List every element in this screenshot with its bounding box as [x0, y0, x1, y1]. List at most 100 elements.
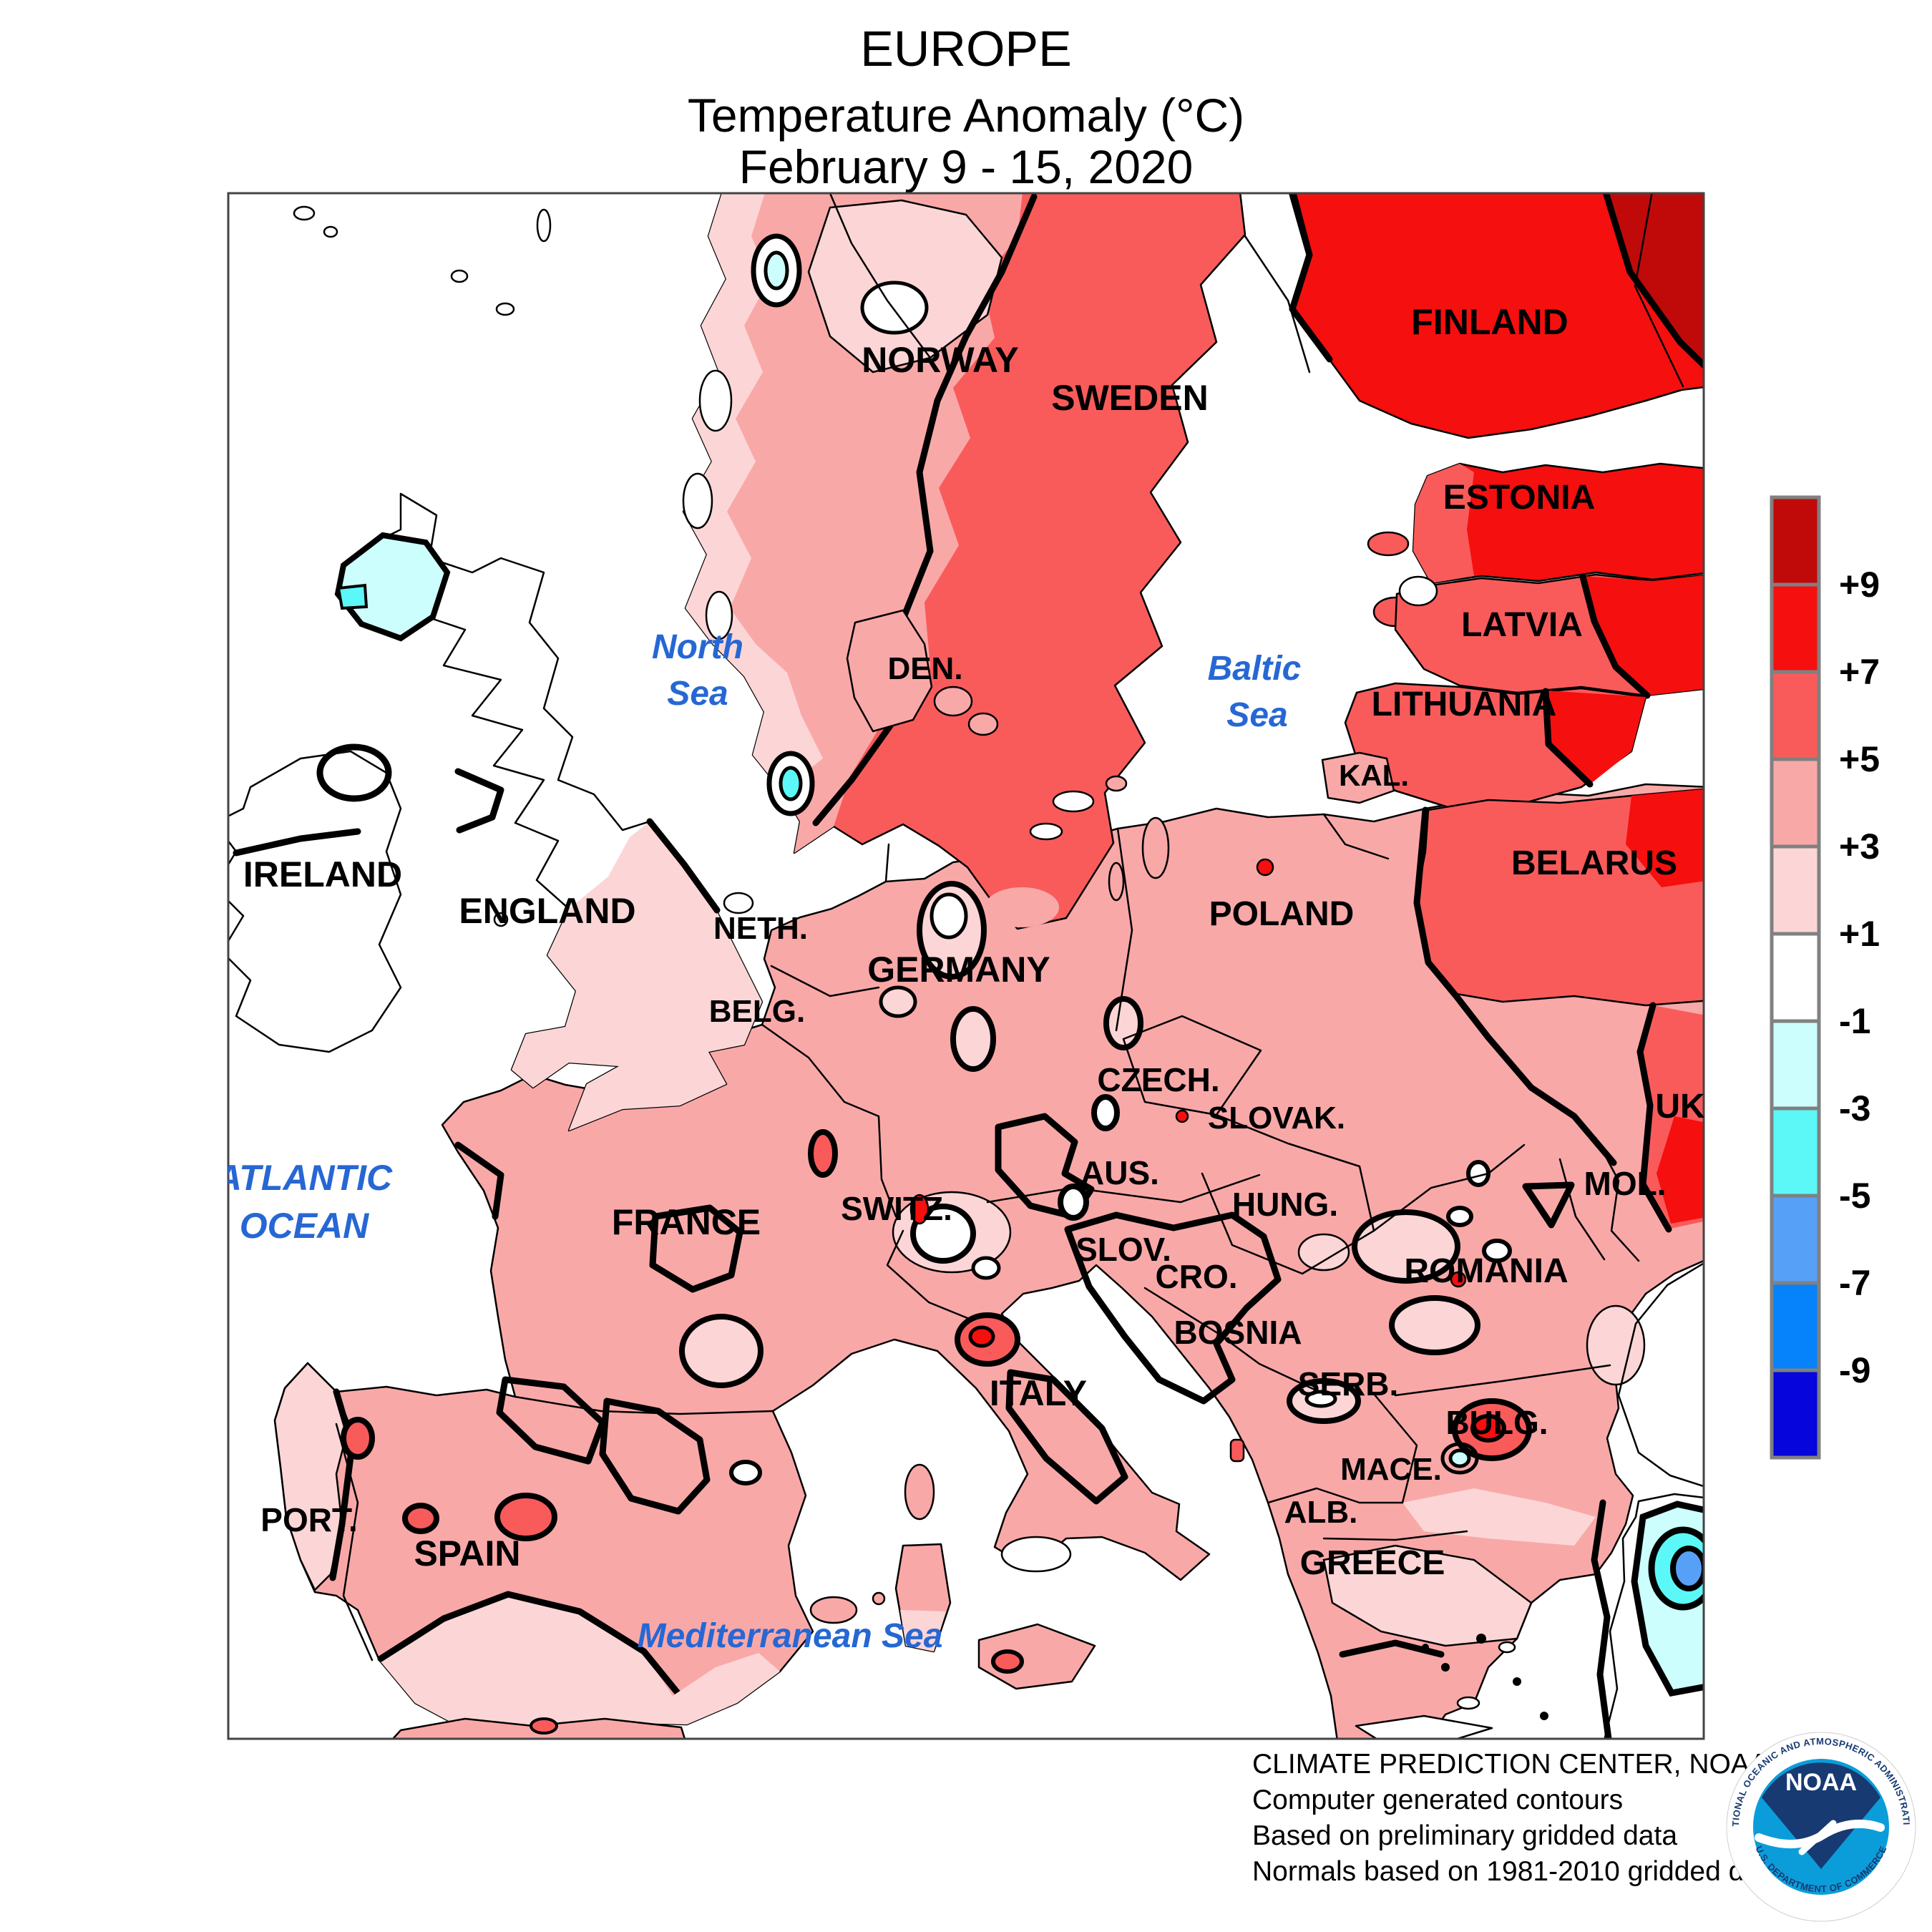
slovakia-hot-speck [1175, 1109, 1189, 1123]
country-label-serb: SERB. [1298, 1365, 1399, 1402]
country-label-aus: AUS. [1080, 1154, 1159, 1191]
credit-data: Based on preliminary gridded data [1252, 1820, 1677, 1851]
anomaly-contours [454, 193, 1333, 1220]
map-frame [227, 192, 1705, 1740]
menorca-island [872, 1591, 886, 1606]
north-england-contour [646, 818, 721, 914]
sweden-south-pink [985, 887, 1059, 927]
map-date-range: February 9 - 15, 2020 [739, 140, 1194, 193]
country-label-neth: NETH. [713, 911, 808, 946]
legend-tick-+9: +9 [1839, 565, 1880, 605]
legend-tick--5: -5 [1839, 1176, 1870, 1216]
estonia-west-salmon [1413, 464, 1474, 583]
country-label-romania: ROMANIA [1404, 1252, 1568, 1290]
faroe-island [293, 205, 316, 221]
central-spain-hot-blob [494, 1493, 557, 1541]
swedish-lake [1029, 822, 1063, 841]
hungary-light-patch [1297, 1233, 1350, 1272]
legend-tick--1: -1 [1839, 1001, 1870, 1041]
credit-method: Computer generated contours [1252, 1785, 1623, 1815]
orkney-island [495, 302, 515, 316]
sardinia-south-light [900, 1610, 946, 1652]
legend-cell-8 [1770, 1194, 1821, 1285]
country-label-den: DEN. [887, 651, 962, 686]
credit-normals: Normals based on 1981-2010 gridded data [1252, 1856, 1783, 1887]
country-labels: NORWAY SWEDEN FINLAND ESTONIA LATVIA LITHUANI… [243, 302, 1739, 1582]
legend-ticks: +9 +7 +5 +3 +1 -1 -3 -5 -7 -9 [1839, 565, 1880, 1390]
country-borders [335, 193, 1704, 1662]
legend-cell-0 [1770, 495, 1821, 587]
plus7-contour-latvia [1579, 573, 1651, 699]
oland-island [1108, 862, 1125, 902]
country-label-bulg: BULG. [1445, 1404, 1548, 1441]
legend-cell-6 [1770, 1019, 1821, 1111]
ireland-contour [233, 828, 361, 857]
country-label-finland: FINLAND [1411, 302, 1568, 342]
aegean-island [1456, 1696, 1480, 1710]
country-label-sweden: SWEDEN [1051, 378, 1208, 418]
legend-cell-7 [1770, 1106, 1821, 1198]
northwest-spain-hot-spot [341, 1417, 375, 1460]
shetland-island [536, 208, 552, 243]
country-label-cro: CRO. [1156, 1258, 1238, 1295]
romania-hot-speck [1450, 1271, 1467, 1288]
country-label-mol: MOL. [1584, 1165, 1667, 1202]
faroe-island [323, 225, 338, 238]
sea-labels: North Sea Baltic Sea ATLANTIC OCEAN Mediterran… [228, 628, 1301, 1655]
country-label-france: FRANCE [612, 1202, 761, 1242]
country-label-spain: SPAIN [414, 1533, 520, 1574]
germany-white-pocket [930, 892, 968, 940]
country-label-ireland: IRELAND [243, 854, 402, 894]
bulgaria-cold-ring [1440, 1442, 1479, 1475]
legend-tick-+7: +7 [1839, 652, 1880, 692]
ukraine-hot-core [1657, 1116, 1704, 1224]
norway-sweden-contour [812, 193, 1038, 826]
kaliningrad-landmass [1321, 751, 1395, 804]
country-label-ukr: UKR. [1655, 1088, 1739, 1126]
norway-south-cold-spot [779, 766, 803, 801]
south-bulgaria-light [1402, 1488, 1596, 1546]
france-light-pocket [679, 1314, 763, 1388]
legend-cell-2 [1770, 670, 1821, 761]
fjord-white-patch [705, 590, 733, 640]
legend-tick--3: -3 [1839, 1088, 1870, 1128]
latvia-east-hot [1581, 575, 1704, 696]
bornholm-island [1105, 775, 1128, 792]
far-northeast-hot-area [1606, 193, 1704, 364]
hiiumaa-island [1367, 531, 1410, 557]
romania-white-spot [1482, 1239, 1512, 1263]
credits-block: CLIMATE PREDICTION CENTER, NOAA Computer… [1252, 1749, 1783, 1887]
fjord-white-patch [682, 472, 713, 530]
germany-light-pocket [879, 985, 917, 1018]
north-greece-light [1322, 1544, 1533, 1647]
sea-label-sea: Sea [667, 675, 728, 713]
czech-white-pocket [1091, 1094, 1120, 1131]
country-label-lithuania: LITHUANIA [1372, 686, 1557, 723]
legend-cell-5 [1770, 932, 1821, 1023]
germany-light-teardrop [950, 1006, 996, 1072]
austria-hot-hook [995, 1113, 1095, 1220]
country-label-greece: GREECE [1300, 1544, 1445, 1582]
norway-cold-spot [763, 250, 789, 291]
legend-cell-1 [1770, 582, 1821, 674]
sea-label-north: North [652, 628, 743, 666]
legend-tick-+1: +1 [1839, 914, 1880, 954]
norway-coastal-fringe [683, 193, 823, 791]
legend-tick--9: -9 [1839, 1350, 1870, 1390]
country-label-belg: BELG. [709, 994, 805, 1029]
africa-hot-speck [530, 1717, 558, 1735]
aegean-islet [1441, 1663, 1450, 1672]
country-label-norway: NORWAY [862, 340, 1019, 380]
noaa-logo-navy-top [1762, 1762, 1880, 1869]
carpathian-light-patch-south [1389, 1295, 1480, 1355]
netherlands-white-spot [723, 892, 754, 914]
credit-org: CLIMATE PREDICTION CENTER, NOAA [1252, 1749, 1768, 1780]
lithuania-northeast-hot [1546, 691, 1646, 784]
ebro-hot-blob [599, 1397, 711, 1515]
swiss-hot-sliver [909, 1194, 930, 1225]
country-label-latvia: LATVIA [1461, 606, 1583, 644]
fjord-white-patch [698, 369, 733, 432]
danish-island [933, 686, 973, 717]
plus3-contour-south-spain [377, 1591, 685, 1701]
legend-cell-9 [1770, 1281, 1821, 1372]
